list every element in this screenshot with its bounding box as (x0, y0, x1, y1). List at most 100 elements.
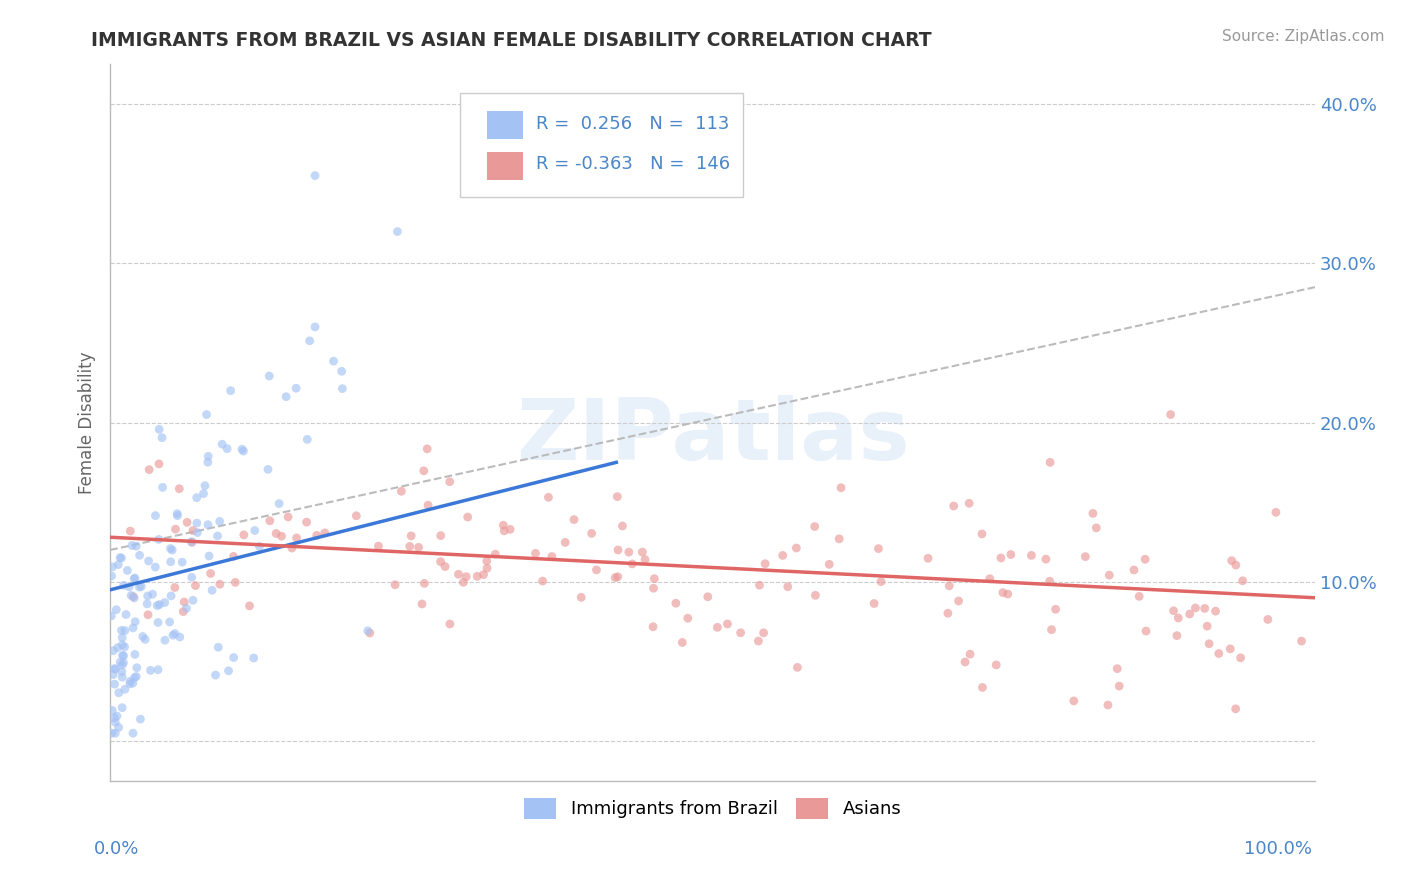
Point (136, 597, 159, 611)
Point (465, 569, 488, 583)
Point (111, 631, 134, 645)
Point (122, 572, 145, 586)
Point (101, 560, 124, 574)
Point (942, 499, 965, 513)
Point (148, 422, 170, 436)
Point (1098, 568, 1121, 582)
Point (169, 630, 191, 644)
Point (217, 442, 239, 456)
Point (148, 533, 170, 547)
Point (617, 545, 640, 559)
Point (416, 442, 439, 456)
Point (804, 588, 827, 602)
Text: R = -0.363   N =  146: R = -0.363 N = 146 (536, 155, 730, 173)
Point (148, 457, 170, 471)
FancyBboxPatch shape (488, 152, 523, 180)
Point (1133, 552, 1156, 566)
Legend: Immigrants from Brazil, Asians: Immigrants from Brazil, Asians (516, 790, 908, 826)
Point (1291, 634, 1313, 648)
Point (159, 615, 181, 629)
Point (128, 549, 150, 563)
Point (936, 606, 959, 620)
Point (1220, 554, 1243, 568)
Point (634, 552, 657, 566)
Point (134, 632, 156, 647)
Point (1205, 604, 1227, 618)
Point (222, 650, 245, 665)
Point (1123, 563, 1146, 577)
Point (208, 514, 231, 528)
Point (249, 540, 271, 554)
Point (124, 571, 146, 585)
Point (198, 549, 221, 563)
Point (118, 580, 141, 594)
Point (207, 529, 229, 543)
Point (803, 519, 825, 533)
Point (484, 547, 506, 561)
Point (412, 464, 434, 478)
Point (132, 630, 155, 644)
Point (524, 546, 547, 560)
Point (285, 381, 308, 395)
Point (111, 648, 134, 663)
Point (972, 681, 994, 695)
Point (531, 574, 554, 588)
Point (111, 700, 134, 714)
Point (159, 555, 181, 569)
Point (163, 626, 186, 640)
Point (186, 525, 208, 540)
Point (277, 510, 299, 524)
Point (166, 507, 188, 521)
Point (110, 624, 132, 638)
Point (122, 591, 145, 605)
Point (211, 437, 233, 451)
Point (786, 660, 808, 674)
Point (173, 595, 195, 609)
Point (870, 574, 893, 589)
Point (115, 607, 138, 622)
Point (195, 408, 218, 422)
Point (1208, 647, 1230, 661)
Point (1097, 698, 1119, 712)
Point (152, 480, 174, 494)
FancyBboxPatch shape (460, 93, 742, 197)
Point (259, 514, 281, 528)
Text: R =  0.256   N =  113: R = 0.256 N = 113 (536, 114, 728, 133)
Point (224, 575, 246, 590)
Point (439, 617, 461, 632)
Point (1039, 455, 1062, 469)
Point (384, 578, 406, 592)
Point (1232, 574, 1254, 588)
Point (146, 599, 169, 613)
Point (204, 668, 226, 682)
Point (747, 634, 769, 648)
Text: 100.0%: 100.0% (1244, 840, 1312, 858)
Point (314, 525, 336, 540)
Point (1108, 679, 1130, 693)
Point (269, 497, 291, 511)
Point (1184, 601, 1206, 615)
Point (304, 169, 326, 183)
Point (120, 524, 142, 538)
Point (243, 524, 266, 538)
Point (114, 640, 136, 654)
Point (959, 647, 981, 661)
Point (537, 491, 560, 505)
Point (754, 557, 776, 571)
Point (472, 567, 495, 582)
Point (957, 496, 980, 510)
Text: IMMIGRANTS FROM BRAZIL VS ASIAN FEMALE DISABILITY CORRELATION CHART: IMMIGRANTS FROM BRAZIL VS ASIAN FEMALE D… (91, 31, 932, 50)
Point (101, 704, 124, 718)
Point (785, 541, 807, 555)
Point (172, 555, 194, 569)
Point (1257, 612, 1279, 626)
Point (332, 382, 354, 396)
Point (129, 579, 152, 593)
Point (990, 550, 1012, 565)
Point (1264, 505, 1286, 519)
Point (606, 490, 628, 504)
Point (207, 640, 229, 655)
Point (122, 621, 145, 635)
Point (772, 549, 794, 563)
Point (612, 519, 634, 533)
